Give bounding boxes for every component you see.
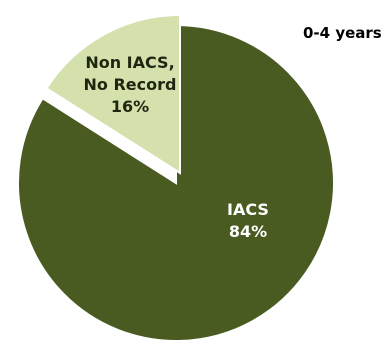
chart-title: 0-4 years: [303, 24, 382, 42]
slice-label-2-line-2: No Record: [84, 75, 177, 94]
slice-label-2-line-1: Non IACS,: [85, 53, 174, 72]
labels-group: IACS 84% Non IACS, No Record 16%: [84, 53, 269, 241]
slice-label-1: IACS 84%: [227, 200, 269, 241]
slice-label-2-line-3: 16%: [111, 97, 149, 116]
slice-label-1-line-2: 84%: [229, 222, 267, 241]
slices-group: [17, 13, 335, 342]
pie-slice-1: [17, 23, 335, 342]
pie-slice-2: [45, 13, 181, 175]
slice-label-2: Non IACS, No Record 16%: [84, 53, 177, 116]
slice-label-1-line-1: IACS: [227, 200, 269, 219]
